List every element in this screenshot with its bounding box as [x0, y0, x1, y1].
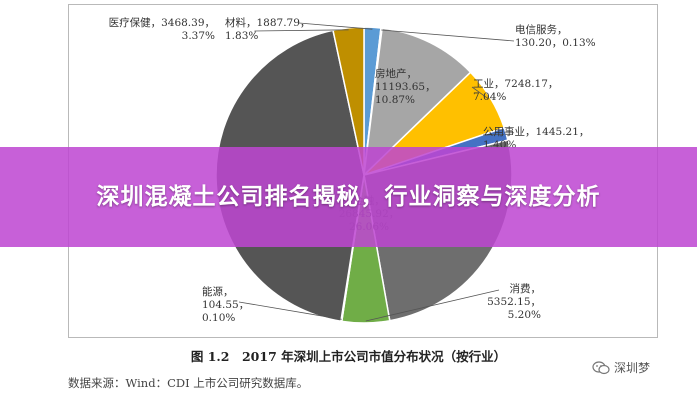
slice-label-6: 消费， 5352.15， 5.20% — [487, 282, 541, 321]
slice-label-0: 材料，1887.79， 1.83% — [225, 16, 310, 42]
leader-line — [381, 29, 515, 42]
slice-label-7: 能源， 104.55， 0.10% — [202, 285, 249, 324]
slice-label-9: 医疗保健，3468.39， 3.37% — [109, 16, 215, 42]
slice-label-3: 工业，7248.17， 7.04% — [473, 78, 558, 103]
watermark: 深圳梦 — [592, 359, 650, 376]
leader-line — [238, 301, 342, 320]
data-source: 数据来源：Wind：CDI 上市公司研究数据库。 — [68, 376, 309, 390]
figure-caption: 图 1.2 2017 年深圳上市公司市值分布状况（按行业） — [190, 349, 507, 364]
pie-slice-2 — [362, 27, 472, 178]
banner-title: 深圳混凝土公司排名揭秘，行业洞察与深度分析 — [96, 183, 601, 210]
leader-line — [471, 86, 489, 100]
leader-line — [298, 22, 373, 30]
slice-label-1: 电信服务， 130.20，0.13% — [515, 23, 596, 49]
slice-label-2: 房地产， 11193.65， 10.87% — [375, 67, 436, 106]
wechat-icon — [592, 360, 610, 374]
watermark-text: 深圳梦 — [614, 361, 651, 375]
leader-line — [365, 289, 500, 322]
title-banner: 深圳混凝土公司排名揭秘，行业洞察与深度分析 — [0, 147, 697, 247]
leader-line — [482, 134, 505, 136]
leader-line — [253, 29, 349, 32]
